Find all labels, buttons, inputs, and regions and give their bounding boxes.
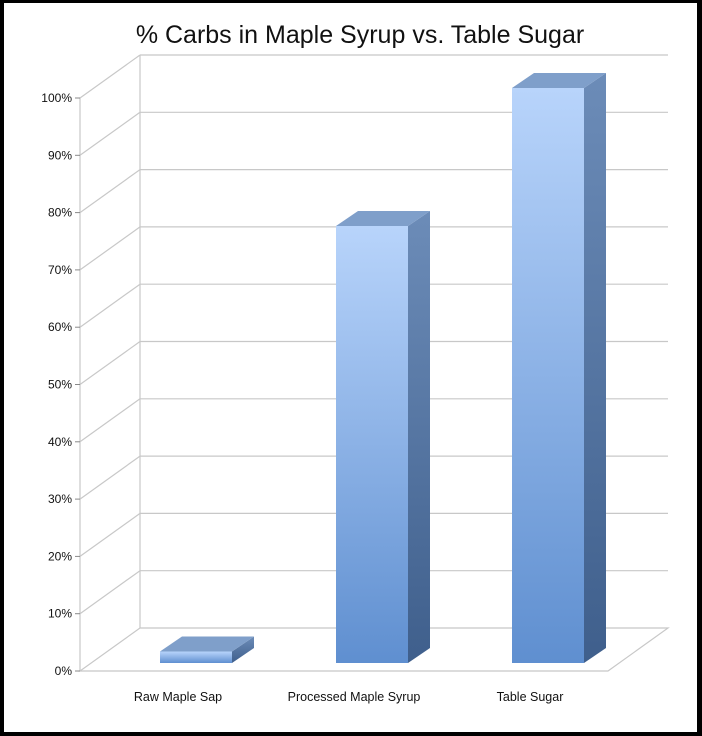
y-tick-label: 30% (48, 492, 72, 506)
x-category-label: Raw Maple Sap (134, 690, 222, 704)
gridline-side (79, 341, 141, 385)
y-tick-label: 80% (48, 206, 72, 220)
bar-top (512, 73, 606, 88)
bar-side (408, 211, 430, 663)
x-axis-categories: Raw Maple Sap Processed Maple Syrup Table … (134, 690, 563, 704)
bar-front (336, 226, 408, 663)
bar (512, 73, 606, 663)
bar (160, 636, 254, 663)
bar-front (160, 651, 232, 663)
gridline-side (79, 398, 141, 443)
x-category-label: Processed Maple Syrup (288, 690, 421, 704)
gridline-side (79, 455, 141, 500)
bar-front (512, 88, 584, 663)
bars (160, 73, 606, 663)
gridline-side (79, 169, 141, 214)
x-category-label: Table Sugar (497, 690, 564, 704)
y-tick-label: 100% (41, 91, 72, 105)
bar-top (160, 636, 254, 652)
chart-frame: % Carbs in Maple Syrup vs. Table Sugar 0… (4, 3, 697, 732)
y-tick-label: 0% (55, 664, 73, 678)
chart-floor (78, 627, 670, 672)
gridline-side (79, 570, 141, 615)
y-axis-ticks: 0% 10% 20% 30% 40% 50% 60% 70% 80% 90% 100% (41, 91, 72, 678)
bar-chart: % Carbs in Maple Syrup vs. Table Sugar 0… (41, 21, 670, 704)
gridline-side (79, 283, 141, 328)
y-tick-label: 20% (48, 549, 72, 563)
y-tick-label: 60% (48, 320, 72, 334)
gridline-side (79, 512, 141, 557)
bar-top (336, 211, 430, 226)
gridline-side (79, 54, 141, 99)
y-tick-label: 90% (48, 148, 72, 162)
gridline-side (79, 226, 141, 271)
bar-side (232, 636, 254, 663)
chart-title: % Carbs in Maple Syrup vs. Table Sugar (136, 21, 584, 49)
bar-side (584, 73, 606, 663)
gridline-side (79, 111, 141, 156)
y-tick-label: 70% (48, 263, 72, 277)
y-tick-label: 40% (48, 435, 72, 449)
y-tick-label: 10% (48, 607, 72, 621)
y-tick-label: 50% (48, 378, 72, 392)
bar (336, 211, 430, 663)
